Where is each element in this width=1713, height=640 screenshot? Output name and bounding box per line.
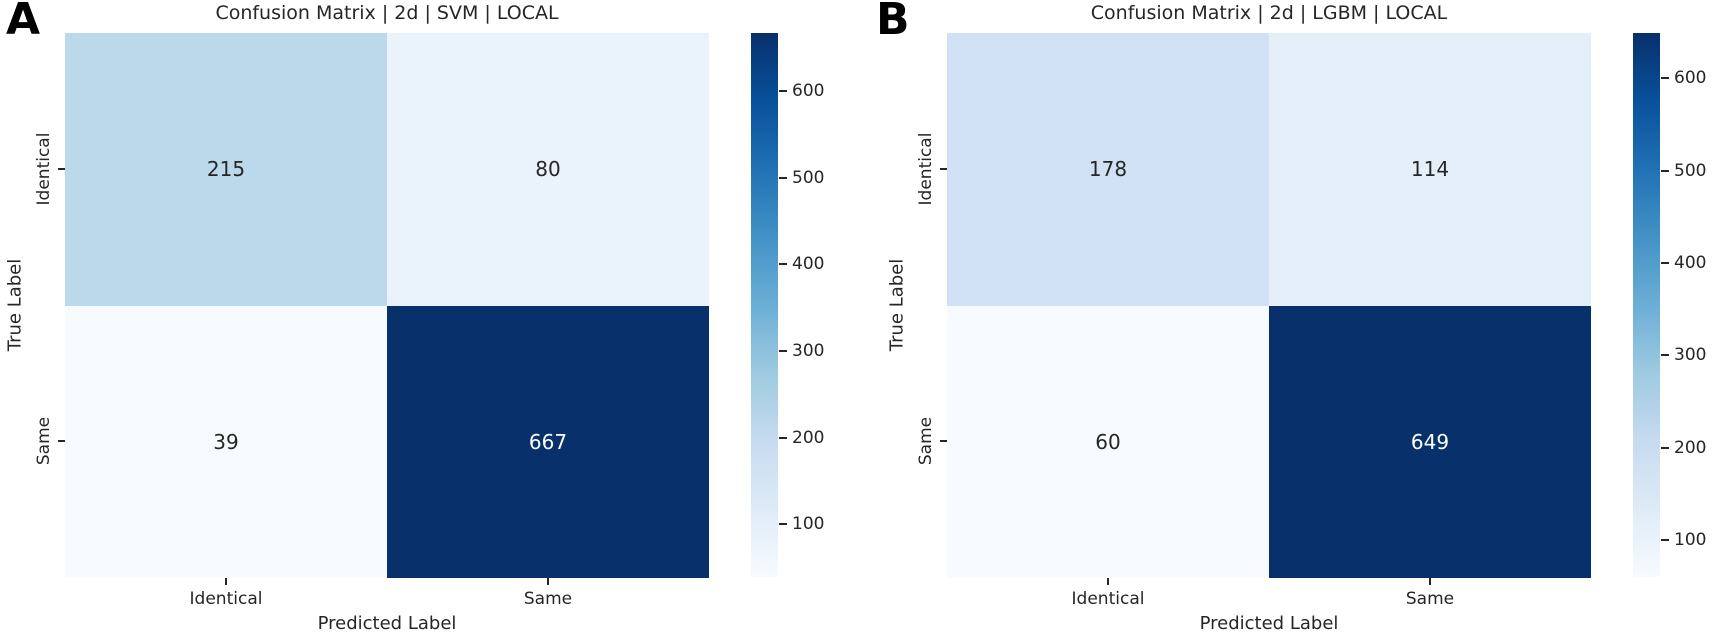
colorbar-a: 600 500 400 300 200 100 xyxy=(751,33,824,577)
panel-letter-a: A xyxy=(6,0,41,45)
colorbar-tick-mark xyxy=(779,176,787,179)
colorbar-b: 600 500 400 300 200 100 xyxy=(1633,33,1706,577)
colorbar-tick: 400 xyxy=(1660,253,1706,273)
colorbar-tick-label: 200 xyxy=(792,427,825,448)
x-tick-mark xyxy=(1429,578,1431,585)
y-tick-label: Identical xyxy=(34,132,54,206)
colorbar-tick-mark xyxy=(1661,77,1669,80)
y-tick-label: Identical xyxy=(916,132,936,206)
colorbar-tick: 200 xyxy=(778,428,824,448)
colorbar-tick: 300 xyxy=(1660,345,1706,365)
colorbar-tick: 300 xyxy=(778,341,824,361)
colorbar-tick: 600 xyxy=(778,81,824,101)
colorbar-tick: 500 xyxy=(1660,161,1706,181)
colorbar-tick-label: 400 xyxy=(1674,252,1707,273)
colorbar-tick: 100 xyxy=(778,514,824,534)
colorbar-tick: 400 xyxy=(778,254,824,274)
colorbar-tick-label: 100 xyxy=(792,514,825,535)
matrix-cell-true-identical-pred-identical: 215 xyxy=(65,33,387,306)
x-tick-mark xyxy=(225,578,227,585)
colorbar-tick-label: 600 xyxy=(1674,68,1707,89)
confusion-matrix-b: 178 114 60 649 xyxy=(947,33,1591,578)
confusion-matrix-a: 215 80 39 667 xyxy=(65,33,709,578)
colorbar-tick-mark xyxy=(779,349,787,352)
y-tick-label: Same xyxy=(34,416,54,466)
matrix-cell-true-identical-pred-same: 80 xyxy=(387,33,709,306)
colorbar-tick-label: 400 xyxy=(792,254,825,275)
matrix-cell-true-same-pred-identical: 60 xyxy=(947,305,1269,578)
y-tick-mark xyxy=(58,440,65,442)
x-axis-label: Predicted Label xyxy=(1199,613,1339,634)
x-tick-label: Identical xyxy=(189,589,263,609)
x-tick-mark xyxy=(547,578,549,585)
y-axis-label: True Label xyxy=(4,258,26,352)
colorbar-tick-mark xyxy=(1661,539,1669,542)
colorbar-tick: 200 xyxy=(1660,438,1706,458)
y-tick-mark xyxy=(940,168,947,170)
colorbar-tick-label: 500 xyxy=(1674,160,1707,181)
panel-a: A Confusion Matrix | 2d | SVM | LOCAL 21… xyxy=(0,0,831,640)
colorbar-tick-label: 500 xyxy=(792,167,825,188)
colorbar-tick-mark xyxy=(779,523,787,526)
colorbar-tick-label: 300 xyxy=(1674,345,1707,366)
y-tick-label: Same xyxy=(916,416,936,466)
matrix-cell-true-same-pred-same: 667 xyxy=(387,305,709,578)
colorbar-tick: 100 xyxy=(1660,530,1706,550)
y-tick-mark xyxy=(940,440,947,442)
colorbar-tick-label: 100 xyxy=(1674,530,1707,551)
matrix-cell-true-same-pred-identical: 39 xyxy=(65,305,387,578)
x-axis-label: Predicted Label xyxy=(317,613,457,634)
plot-title-b: Confusion Matrix | 2d | LGBM | LOCAL xyxy=(1090,2,1448,24)
plot-title-a: Confusion Matrix | 2d | SVM | LOCAL xyxy=(215,2,559,24)
colorbar-tick: 500 xyxy=(778,168,824,188)
colorbar-tick-mark xyxy=(1661,169,1669,172)
matrix-cell-true-identical-pred-same: 114 xyxy=(1269,33,1591,306)
colorbar-tick-mark xyxy=(1661,446,1669,449)
x-tick-label: Identical xyxy=(1071,589,1145,609)
colorbar-tick-mark xyxy=(1661,354,1669,357)
y-axis-label: True Label xyxy=(886,258,908,352)
colorbar-tick-mark xyxy=(1661,261,1669,264)
colorbar-tick-mark xyxy=(779,263,787,266)
x-tick-mark xyxy=(1107,578,1109,585)
matrix-cell-true-same-pred-same: 649 xyxy=(1269,305,1591,578)
colorbar-tick-label: 600 xyxy=(792,81,825,102)
colorbar-tick-label: 200 xyxy=(1674,437,1707,458)
colorbar-tick-mark xyxy=(779,436,787,439)
colorbar-tick-mark xyxy=(779,90,787,93)
panel-letter-b: B xyxy=(876,0,910,45)
matrix-cell-true-identical-pred-identical: 178 xyxy=(947,33,1269,306)
x-tick-label: Same xyxy=(523,589,573,609)
colorbar-tick: 600 xyxy=(1660,68,1706,88)
panel-b: B Confusion Matrix | 2d | LGBM | LOCAL 1… xyxy=(876,0,1713,640)
x-tick-label: Same xyxy=(1405,589,1455,609)
colorbar-tick-label: 300 xyxy=(792,340,825,361)
y-tick-mark xyxy=(58,168,65,170)
